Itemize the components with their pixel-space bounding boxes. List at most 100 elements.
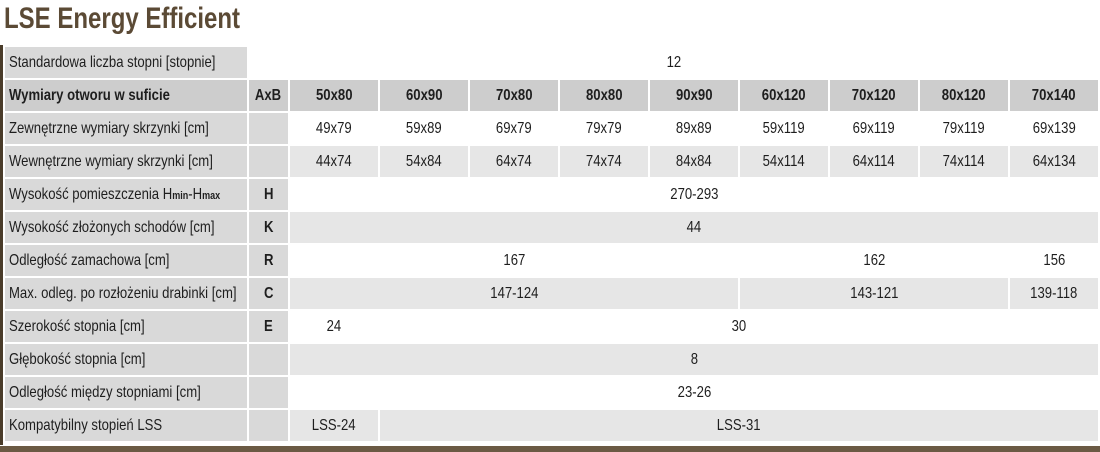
cell-text: 90x90 (675, 86, 713, 104)
value-cell: 59x89 (378, 111, 470, 146)
cell-text: 59x89 (406, 119, 442, 137)
cell-text: 69x119 (852, 119, 896, 137)
table-row: Szerokość stopnia [cm] E 24 30 (3, 309, 1100, 344)
cell-text: 139-118 (1030, 284, 1078, 302)
cell-text: 167 (503, 251, 525, 269)
value-cell: 59x119 (738, 111, 830, 146)
row-label: Wysokość pomieszczenia Hmin-Hmax (3, 177, 249, 212)
cell-text: LSS-24 (312, 416, 356, 434)
value-cell: LSS-24 (288, 408, 380, 443)
cell-text: Odległość między stopniami [cm] (9, 383, 201, 401)
value-cell: 69x119 (828, 111, 920, 146)
cell-text: AxB (255, 86, 282, 104)
cell-text: 79x79 (586, 119, 622, 137)
cell-text: 64x134 (1032, 152, 1076, 170)
row-code: H (247, 177, 290, 212)
cell-text: 162 (863, 251, 885, 269)
cell-text: 70x80 (495, 86, 533, 104)
cell-text: 23-26 (677, 383, 711, 401)
value-cell: 69x79 (468, 111, 560, 146)
cell-text: 143-121 (849, 284, 899, 302)
cell-text: 59x119 (762, 119, 806, 137)
cell-text: H (263, 185, 274, 203)
row-label: Szerokość stopnia [cm] (3, 309, 249, 344)
cell-text: 79x119 (942, 119, 986, 137)
table-row: Głębokość stopnia [cm] 8 (3, 342, 1100, 377)
cell-text: 69x139 (1032, 119, 1076, 137)
cell-text: LSS-31 (717, 416, 761, 434)
table-row: Standardowa liczba stopni [stopnie] 12 (3, 45, 1100, 80)
value-cell: 12 (246, 45, 1100, 80)
size-header: 80x120 (918, 78, 1010, 113)
table-row: Kompatybilny stopień LSS LSS-24 LSS-31 (3, 408, 1100, 443)
cell-text: Zewnętrzne wymiary skrzynki [cm] (9, 119, 209, 137)
row-code (247, 342, 290, 377)
cell-text: 270-293 (669, 185, 719, 203)
size-header: 70x120 (828, 78, 920, 113)
value-cell: 30 (377, 309, 1100, 344)
table-row: Wysokość złożonych schodów [cm] K 44 (3, 210, 1100, 245)
cell-text: 12 (666, 53, 681, 71)
table-row: Wysokość pomieszczenia Hmin-Hmax H 270-293 (3, 177, 1100, 212)
row-label: Odległość zamachowa [cm] (3, 243, 249, 278)
cell-text: 70x120 (852, 86, 896, 104)
size-header: 90x90 (648, 78, 740, 113)
row-code (247, 408, 290, 443)
size-header: 50x80 (288, 78, 380, 113)
value-cell: 8 (287, 342, 1100, 377)
bottom-bar (0, 446, 1100, 452)
row-label: Zewnętrzne wymiary skrzynki [cm] (3, 111, 249, 146)
cell-text: Kompatybilny stopień LSS (9, 416, 163, 434)
cell-text: Szerokość stopnia [cm] (9, 317, 145, 335)
cell-text: E (264, 317, 273, 335)
cell-text: Standardowa liczba stopni [stopnie] (9, 53, 216, 71)
cell-text: 84x84 (676, 152, 712, 170)
cell-text: Wysokość złożonych schodów [cm] (9, 218, 215, 236)
size-header: 80x80 (558, 78, 650, 113)
cell-text: 60x90 (405, 86, 443, 104)
cell-text: 80x120 (942, 86, 986, 104)
size-header: 70x80 (468, 78, 560, 113)
cell-text: 8 (690, 350, 698, 368)
row-code: R (247, 243, 290, 278)
value-cell: 44 (287, 210, 1100, 245)
label-part: Wysokość pomieszczenia H (9, 185, 173, 203)
cell-text: 89x89 (676, 119, 712, 137)
value-cell: 54x84 (378, 144, 470, 179)
row-code: C (247, 276, 290, 311)
value-cell: 167 (288, 243, 740, 278)
cell-text: 30 (731, 317, 747, 335)
row-label: Kompatybilny stopień LSS (3, 408, 249, 443)
cell-text: 74x114 (942, 152, 986, 170)
subscript: min (172, 189, 189, 202)
row-code: E (247, 309, 290, 344)
size-header: 70x140 (1007, 78, 1100, 113)
cell-text: Wewnętrzne wymiary skrzynki [cm] (9, 152, 213, 170)
row-label: Wymiary otworu w suficie (3, 78, 249, 113)
row-code (247, 111, 290, 146)
cell-text: 64x74 (496, 152, 532, 170)
row-code: K (247, 210, 290, 245)
cell-text: 50x80 (315, 86, 353, 104)
cell-text: 54x84 (406, 152, 442, 170)
row-code (247, 144, 290, 179)
cell-text: Odległość zamachowa [cm] (9, 251, 170, 269)
cell-text: 70x140 (1032, 86, 1076, 104)
value-cell: 79x79 (558, 111, 650, 146)
table-row: Max. odleg. po rozłożeniu drabinki [cm] C… (3, 276, 1100, 311)
table-row: Zewnętrzne wymiary skrzynki [cm] 49x79 59x… (3, 111, 1100, 146)
value-cell: 74x114 (918, 144, 1010, 179)
size-header: 60x120 (738, 78, 830, 113)
cell-text: 54x114 (762, 152, 806, 170)
spec-table: Standardowa liczba stopni [stopnie] 12 Wym… (3, 45, 1100, 443)
cell-text: K (263, 218, 274, 236)
cell-text: R (263, 251, 274, 269)
value-cell: 84x84 (648, 144, 740, 179)
value-cell: 89x89 (648, 111, 740, 146)
cell-text: Wysokość pomieszczenia Hmin-Hmax (9, 186, 220, 204)
cell-text: 24 (326, 317, 342, 335)
cell-text: 80x80 (585, 86, 623, 104)
table-row: Wewnętrzne wymiary skrzynki [cm] 44x74 54x… (3, 144, 1100, 179)
row-label: Głębokość stopnia [cm] (3, 342, 249, 377)
